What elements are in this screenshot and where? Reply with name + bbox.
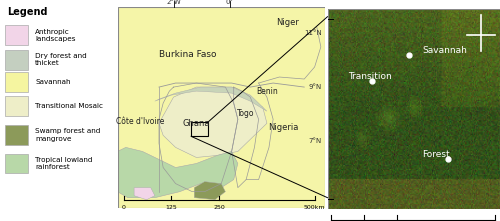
Text: Côte d'Ivoire: Côte d'Ivoire [116,117,164,126]
Text: Benin: Benin [256,87,278,96]
Text: Forest: Forest [422,150,450,159]
Text: Burkina Faso: Burkina Faso [160,50,217,59]
Text: 9°N: 9°N [308,84,322,90]
Text: 0°: 0° [226,0,234,5]
Bar [4,72,28,92]
Bar [191,122,208,136]
Text: Savannah: Savannah [422,46,467,55]
Text: 125: 125 [166,205,177,210]
Text: N: N [478,2,484,11]
Bar [4,50,28,70]
Text: Anthropic
landscapes: Anthropic landscapes [35,29,76,42]
Polygon shape [134,188,155,200]
Bar [4,154,28,173]
Text: Niger: Niger [276,18,299,27]
Text: Ghana: Ghana [182,119,210,128]
Bar [4,96,28,116]
Bar [4,25,28,45]
Polygon shape [155,87,267,111]
Text: Togo: Togo [238,109,255,118]
Polygon shape [194,182,226,200]
Text: Savannah: Savannah [35,79,71,85]
Text: Dry forest and
thicket: Dry forest and thicket [35,53,87,67]
Text: 7°N: 7°N [308,138,322,144]
Text: Nigeria: Nigeria [268,123,298,132]
Text: Swamp forest and
mangrove: Swamp forest and mangrove [35,128,100,142]
Text: Transitional Mosaic: Transitional Mosaic [35,103,103,109]
Polygon shape [118,147,238,198]
Text: 500km: 500km [304,205,326,210]
Text: Transition: Transition [348,72,392,81]
Text: 11°N: 11°N [304,30,322,36]
Text: 250: 250 [214,205,225,210]
Text: 0: 0 [122,205,126,210]
Bar [4,125,28,145]
Text: Tropical lowland
rainforest: Tropical lowland rainforest [35,157,93,170]
Polygon shape [159,87,267,157]
Text: 2°W: 2°W [166,0,181,5]
Text: Legend: Legend [7,7,48,17]
